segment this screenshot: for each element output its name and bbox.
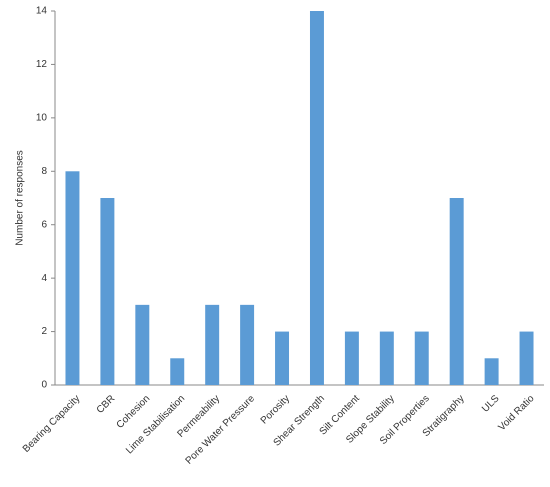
y-tick-label: 14 [36, 6, 48, 17]
bar [100, 198, 115, 385]
x-tick-label: Lime Stabilisation [124, 393, 187, 456]
x-tick-label: Void Ratio [497, 393, 537, 433]
bar [379, 331, 394, 385]
x-tick-label: ULS [480, 393, 502, 415]
y-tick-label: 0 [41, 380, 47, 391]
bar [275, 331, 290, 385]
bar [135, 304, 150, 385]
y-axis-title: Number of responses [15, 150, 26, 246]
bar [170, 358, 185, 385]
x-tick-label: Pore Water Pressure [184, 393, 258, 467]
y-tick-label: 10 [36, 112, 48, 123]
y-tick-label: 12 [36, 59, 48, 70]
bar [344, 331, 359, 385]
x-tick-label: Bearing Capacity [21, 393, 83, 455]
bar [205, 304, 220, 385]
y-tick-label: 2 [41, 326, 47, 337]
bar [484, 358, 499, 385]
y-tick-label: 8 [41, 166, 47, 177]
bar [414, 331, 429, 385]
bar [65, 171, 80, 385]
x-tick-label: Porosity [259, 393, 292, 426]
bar [309, 11, 324, 385]
y-tick-label: 6 [41, 219, 47, 230]
bar [240, 304, 255, 385]
x-tick-label: CBR [95, 393, 118, 416]
y-tick-label: 4 [41, 273, 47, 284]
bar [449, 198, 464, 385]
bar [519, 331, 534, 385]
